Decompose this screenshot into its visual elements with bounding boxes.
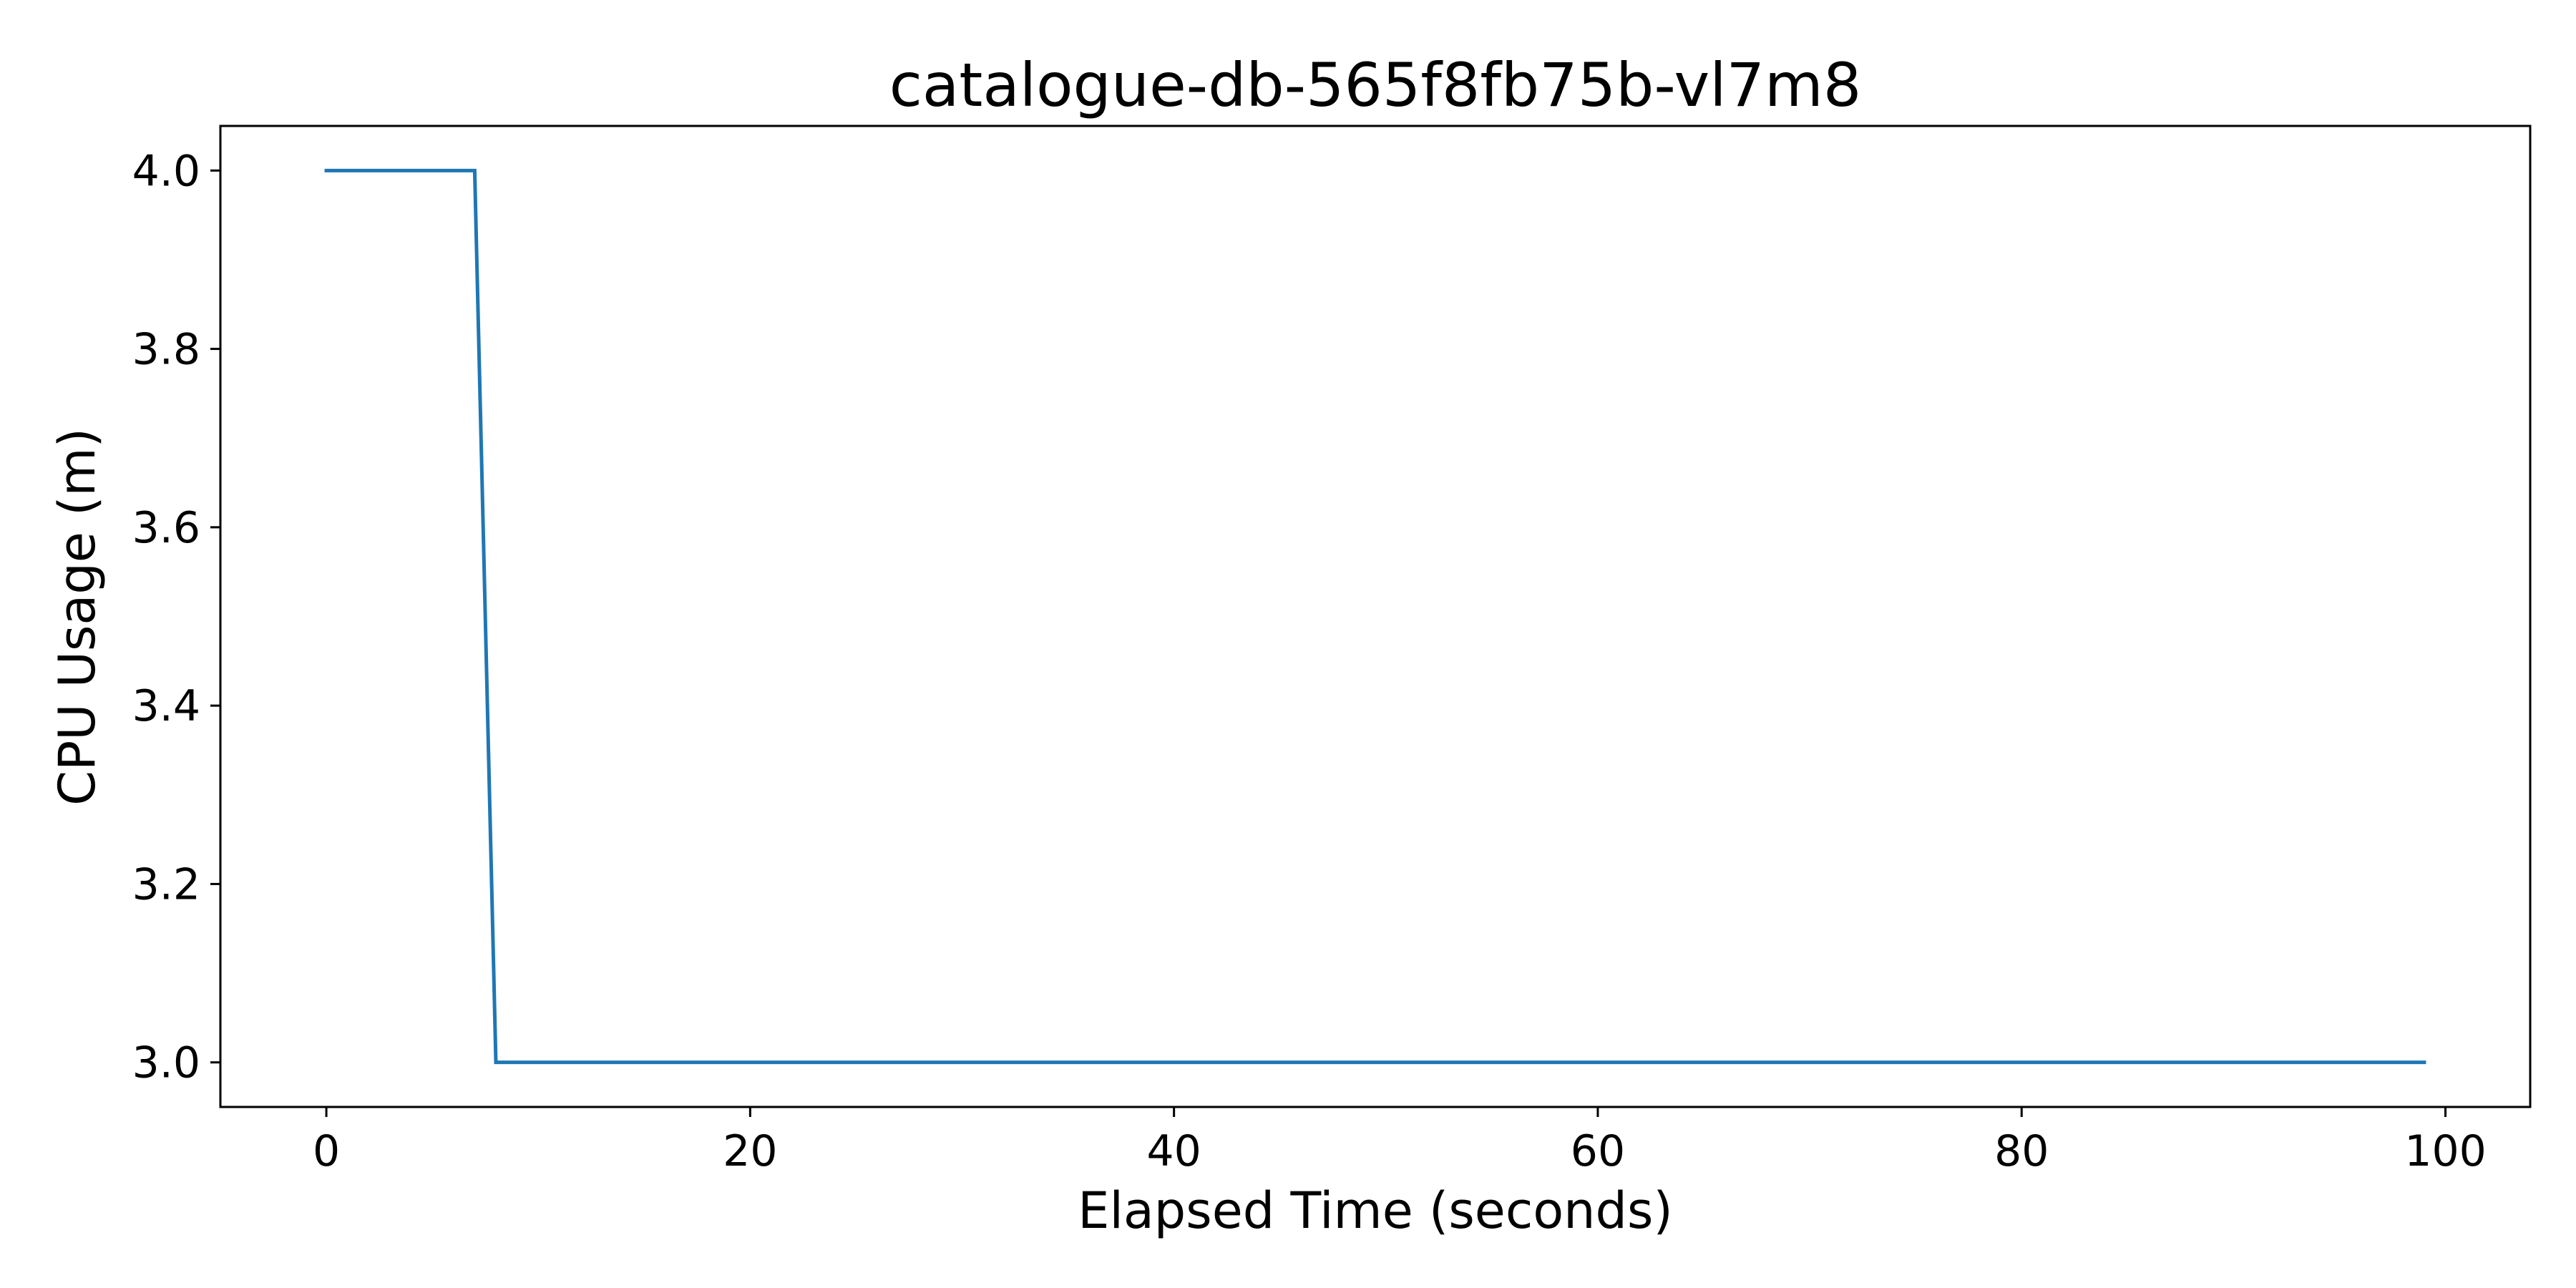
x-tick-label: 40	[1146, 1126, 1201, 1176]
y-tick-label: 4.0	[132, 146, 200, 196]
y-tick-label: 3.6	[132, 503, 200, 553]
y-axis-label: CPU Usage (m)	[48, 428, 107, 806]
plot-frame	[219, 125, 2532, 1108]
y-tick-label: 3.0	[132, 1038, 200, 1088]
x-tick-label: 60	[1571, 1126, 1625, 1176]
x-tick-label: 0	[313, 1126, 340, 1176]
y-tick-label: 3.2	[132, 859, 200, 909]
y-tick-label: 3.8	[132, 325, 200, 375]
series-line-0	[324, 168, 2426, 1065]
tick-layer: 0 20 40 60 80 100 3.0 3.2 3.4 3.6 3.8 4.0	[132, 146, 2487, 1176]
x-tick-label: 80	[1994, 1126, 2049, 1176]
x-axis-label: Elapsed Time (seconds)	[1078, 1181, 1673, 1240]
y-tick-label: 3.4	[132, 681, 200, 731]
series-layer	[324, 168, 2426, 1065]
x-tick-label: 100	[2404, 1126, 2487, 1176]
chart-title: catalogue-db-565f8fb75b-vl7m8	[889, 50, 1862, 120]
x-tick-label: 20	[723, 1126, 777, 1176]
